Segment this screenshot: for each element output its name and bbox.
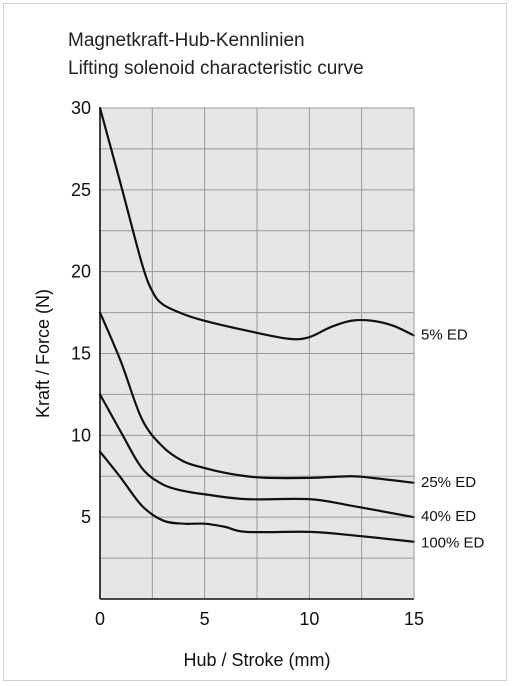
- series-line-5-ed: [98, 106, 416, 341]
- y-tick-label: 10: [71, 425, 91, 445]
- series-line-25-ed: [98, 311, 416, 484]
- axes: [99, 108, 415, 600]
- y-tick-label: 20: [71, 262, 91, 282]
- y-axis-label: Kraft / Force (N): [33, 289, 53, 418]
- series-label: 100% ED: [421, 535, 485, 552]
- tick-labels: 0 5 10 15 5 10 15 20 25 30: [71, 98, 424, 629]
- x-axis-label: Hub / Stroke (mm): [183, 650, 330, 670]
- series-line-100-ed: [98, 450, 416, 543]
- y-tick-label: 5: [81, 507, 91, 527]
- series-line-40-ed: [98, 393, 416, 519]
- y-tick-label: 15: [71, 344, 91, 364]
- x-tick-label: 10: [299, 609, 319, 629]
- y-tick-label: 25: [71, 180, 91, 200]
- chart-subtitle: Lifting solenoid characteristic curve: [68, 58, 364, 79]
- x-tick-label: 15: [404, 609, 424, 629]
- series-labels: 5% ED 25% ED 40% ED 100% ED: [421, 326, 485, 551]
- series-label: 5% ED: [421, 326, 468, 343]
- series-lines: [98, 106, 416, 543]
- chart-title: Magnetkraft-Hub-Kennlinien: [68, 30, 305, 51]
- x-tick-label: 5: [200, 609, 210, 629]
- series-label: 25% ED: [421, 474, 476, 491]
- series-label: 40% ED: [421, 508, 476, 525]
- grid-lines: [100, 107, 414, 599]
- y-tick-label: 30: [71, 98, 91, 118]
- x-tick-label: 0: [95, 609, 105, 629]
